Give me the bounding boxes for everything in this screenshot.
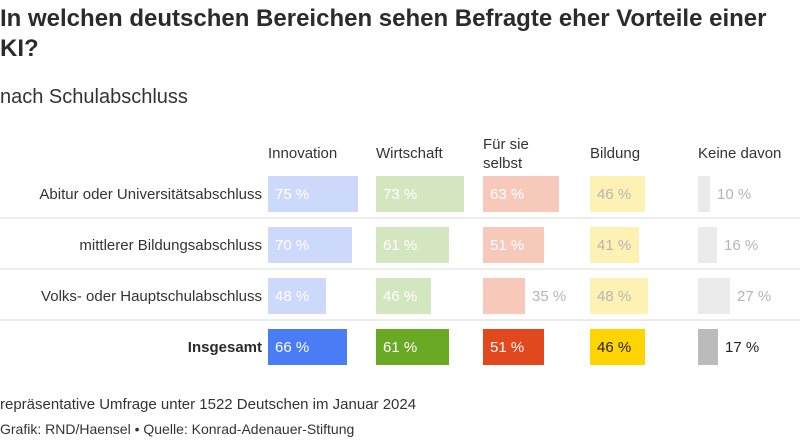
column-header-innovation: Innovation [268, 145, 337, 162]
chart-title: In welchen deutschen Bereichen sehen Bef… [0, 5, 767, 62]
column-header-keine-davon: Keine davon [698, 145, 781, 162]
footnote: repräsentative Umfrage unter 1522 Deutsc… [0, 396, 417, 413]
column-header-wirtschaft: Wirtschaft [376, 145, 444, 162]
bar-keine-davon-abitur-oder-universitaetsabschluss [698, 176, 710, 212]
bar-bildung-insgesamt [590, 329, 645, 365]
bar-innovation-volks-oder-hauptschulabschluss [268, 278, 326, 314]
value-label-bildung-mittlerer-bildungsabschluss: 41 % [597, 237, 631, 254]
value-label-keine-davon-abitur-oder-universitaetsabschluss: 10 % [717, 186, 751, 203]
bar-keine-davon-insgesamt [698, 329, 718, 365]
column-header-fuer-sie-selbst: Für sie selbst [483, 136, 529, 172]
bar-innovation-insgesamt [268, 329, 347, 365]
value-label-bildung-insgesamt: 46 % [597, 339, 631, 356]
value-label-wirtschaft-mittlerer-bildungsabschluss: 61 % [383, 237, 417, 254]
value-label-keine-davon-insgesamt: 17 % [725, 339, 759, 356]
value-label-innovation-mittlerer-bildungsabschluss: 70 % [275, 237, 309, 254]
bar-keine-davon-mittlerer-bildungsabschluss [698, 227, 717, 263]
value-label-keine-davon-volks-oder-hauptschulabschluss: 27 % [737, 288, 771, 305]
bar-chart-grid: Innovation Wirtschaft Für sie selbst Bildung… [0, 136, 800, 365]
row-label-insgesamt: Insgesamt [188, 339, 262, 356]
bar-fuer-sie-selbst-abitur-oder-universitaetsabschluss [483, 176, 559, 212]
column-header-bildung: Bildung [590, 145, 640, 162]
value-label-fuer-sie-selbst-mittlerer-bildungsabschluss: 51 % [490, 237, 524, 254]
value-label-fuer-sie-selbst-insgesamt: 51 % [490, 339, 524, 356]
bar-bildung-volks-oder-hauptschulabschluss [590, 278, 648, 314]
value-label-innovation-volks-oder-hauptschulabschluss: 48 % [275, 288, 309, 305]
bar-fuer-sie-selbst-insgesamt [483, 329, 544, 365]
bar-wirtschaft-volks-oder-hauptschulabschluss [376, 278, 431, 314]
row-label-mittlerer-bildungsabschluss: mittlerer Bildungsabschluss [79, 237, 262, 254]
bar-wirtschaft-insgesamt [376, 329, 449, 365]
bar-bildung-abitur-oder-universitaetsabschluss [590, 176, 645, 212]
bar-wirtschaft-mittlerer-bildungsabschluss [376, 227, 449, 263]
bar-fuer-sie-selbst-mittlerer-bildungsabschluss [483, 227, 544, 263]
value-label-innovation-abitur-oder-universitaetsabschluss: 75 % [275, 186, 309, 203]
credits: Grafik: RND/Haensel • Quelle: Konrad-Ade… [0, 421, 355, 437]
row-label-abitur-oder-universitaetsabschluss: Abitur oder Universitätsabschluss [39, 186, 262, 203]
bar-bildung-mittlerer-bildungsabschluss [590, 227, 639, 263]
value-label-wirtschaft-volks-oder-hauptschulabschluss: 46 % [383, 288, 417, 305]
bar-innovation-abitur-oder-universitaetsabschluss [268, 176, 358, 212]
value-label-bildung-abitur-oder-universitaetsabschluss: 46 % [597, 186, 631, 203]
value-label-innovation-insgesamt: 66 % [275, 339, 309, 356]
value-label-wirtschaft-abitur-oder-universitaetsabschluss: 73 % [383, 186, 417, 203]
value-label-bildung-volks-oder-hauptschulabschluss: 48 % [597, 288, 631, 305]
bar-fuer-sie-selbst-volks-oder-hauptschulabschluss [483, 278, 525, 314]
bar-keine-davon-volks-oder-hauptschulabschluss [698, 278, 730, 314]
value-label-fuer-sie-selbst-volks-oder-hauptschulabschluss: 35 % [532, 288, 566, 305]
bar-wirtschaft-abitur-oder-universitaetsabschluss [376, 176, 464, 212]
chart-subtitle: nach Schulabschluss [0, 86, 188, 108]
value-label-wirtschaft-insgesamt: 61 % [383, 339, 417, 356]
value-label-keine-davon-mittlerer-bildungsabschluss: 16 % [724, 237, 758, 254]
bar-innovation-mittlerer-bildungsabschluss [268, 227, 352, 263]
value-label-fuer-sie-selbst-abitur-oder-universitaetsabschluss: 63 % [490, 186, 524, 203]
row-label-volks-oder-hauptschulabschluss: Volks- oder Hauptschulabschluss [41, 288, 262, 305]
